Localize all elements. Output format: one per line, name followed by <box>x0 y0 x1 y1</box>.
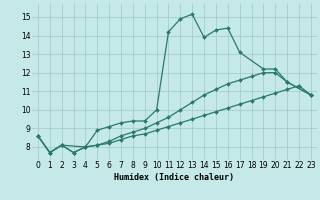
X-axis label: Humidex (Indice chaleur): Humidex (Indice chaleur) <box>115 173 234 182</box>
